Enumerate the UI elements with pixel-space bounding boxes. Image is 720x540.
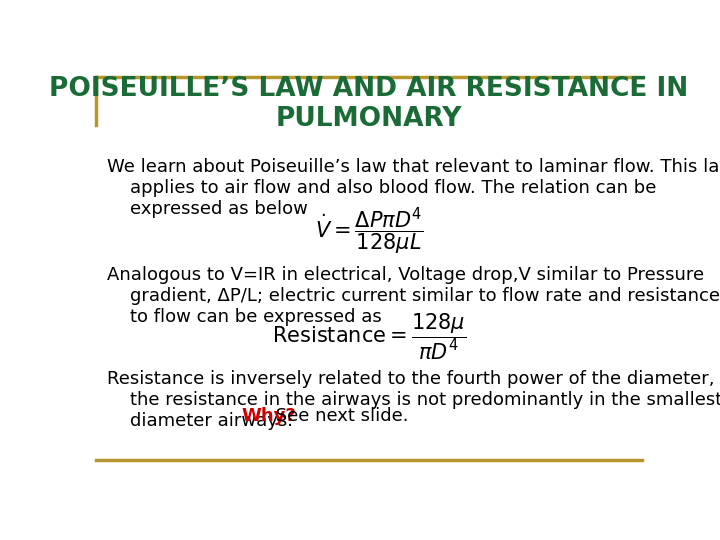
Text: Analogous to V=IR in electrical, Voltage drop,V similar to Pressure
    gradient: Analogous to V=IR in electrical, Voltage…: [107, 266, 720, 326]
Text: $\dot{V} = \dfrac{\Delta P \pi D^4}{128\mu L}$: $\dot{V} = \dfrac{\Delta P \pi D^4}{128\…: [315, 205, 423, 257]
Text: We learn about Poiseuille’s law that relevant to laminar flow. This law
    appl: We learn about Poiseuille’s law that rel…: [107, 158, 720, 218]
Text: Why?: Why?: [242, 407, 297, 424]
Text: See next slide.: See next slide.: [270, 407, 409, 424]
Text: POISEUILLE’S LAW AND AIR RESISTANCE IN
PULMONARY: POISEUILLE’S LAW AND AIR RESISTANCE IN P…: [50, 76, 688, 132]
Text: $\mathrm{Resistance} = \dfrac{128\mu}{\pi D^4}$: $\mathrm{Resistance} = \dfrac{128\mu}{\p…: [272, 312, 466, 362]
Text: Resistance is inversely related to the fourth power of the diameter,
    the res: Resistance is inversely related to the f…: [107, 370, 720, 430]
